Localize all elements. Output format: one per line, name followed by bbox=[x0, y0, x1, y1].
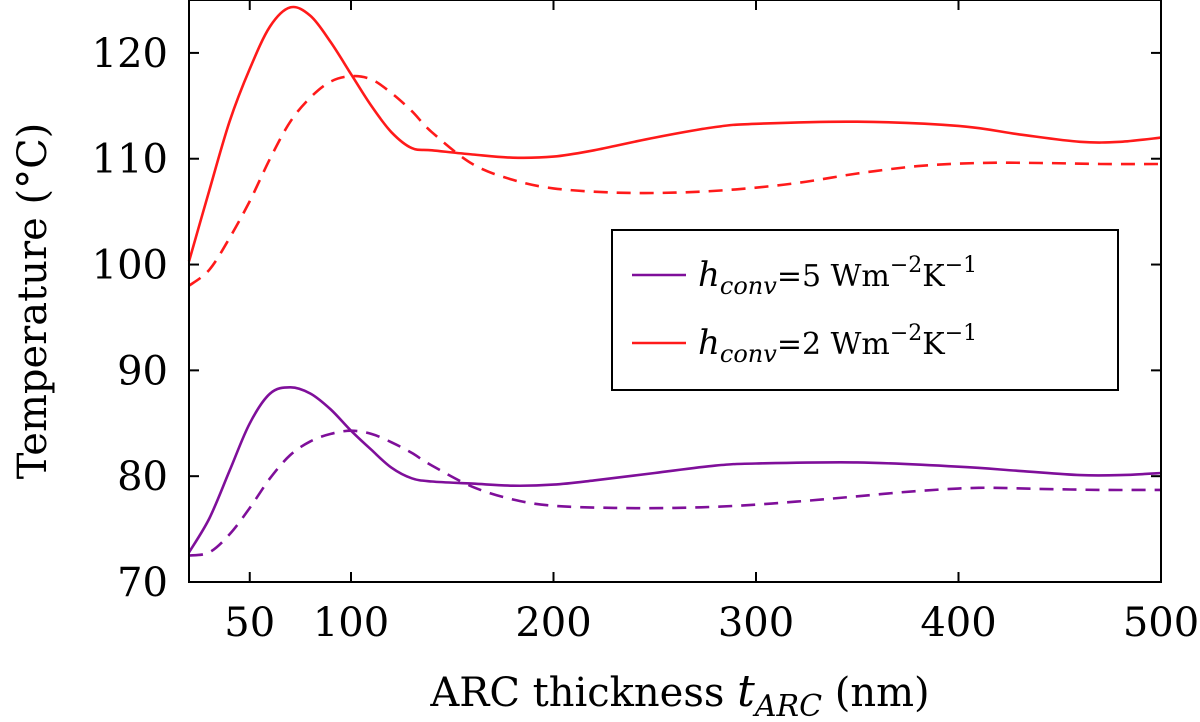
x-axis-title-subscript: ARC bbox=[752, 689, 822, 722]
series-line-4 bbox=[188, 429, 1162, 557]
series-line-3 bbox=[187, 386, 1162, 554]
legend-box bbox=[611, 229, 1119, 391]
x-axis-title-symbol: t bbox=[737, 666, 755, 717]
series-line-2 bbox=[188, 74, 1162, 287]
y-tick-label: 80 bbox=[117, 454, 168, 500]
legend-label-2: hconv=2 Wm−2K−1 bbox=[698, 321, 977, 368]
y-tick-label: 110 bbox=[92, 137, 168, 183]
x-tick-label: 200 bbox=[515, 600, 591, 646]
x-tick-label: 100 bbox=[313, 600, 389, 646]
y-tick-label: 70 bbox=[117, 560, 168, 606]
y-tick-label: 120 bbox=[92, 31, 168, 77]
y-axis-title: Temperature (°C) bbox=[10, 123, 56, 480]
legend: hconv=5 Wm−2K−1 hconv=2 Wm−2K−1 bbox=[611, 229, 1119, 391]
x-tick-label: 500 bbox=[1123, 600, 1199, 646]
y-tick-label: 90 bbox=[117, 348, 168, 394]
x-axis-title: ARC thickness tARC (nm) bbox=[429, 666, 929, 722]
plot-area-frame bbox=[188, 0, 1162, 583]
x-tick-label: 50 bbox=[224, 600, 275, 646]
x-tick-label: 400 bbox=[920, 600, 996, 646]
legend-label-1: hconv=5 Wm−2K−1 bbox=[698, 253, 977, 300]
x-axis-title-text: ARC thickness bbox=[429, 670, 737, 716]
series-layer bbox=[187, 5, 1162, 557]
x-tick-label: 300 bbox=[718, 600, 794, 646]
series-line-1 bbox=[187, 5, 1162, 262]
ticks-layer: 50 100 200 300 400 500 70 80 90 100 110 120 bbox=[92, 0, 1199, 646]
y-tick-label: 100 bbox=[92, 243, 168, 289]
x-axis-title-unit: (nm) bbox=[822, 670, 930, 716]
